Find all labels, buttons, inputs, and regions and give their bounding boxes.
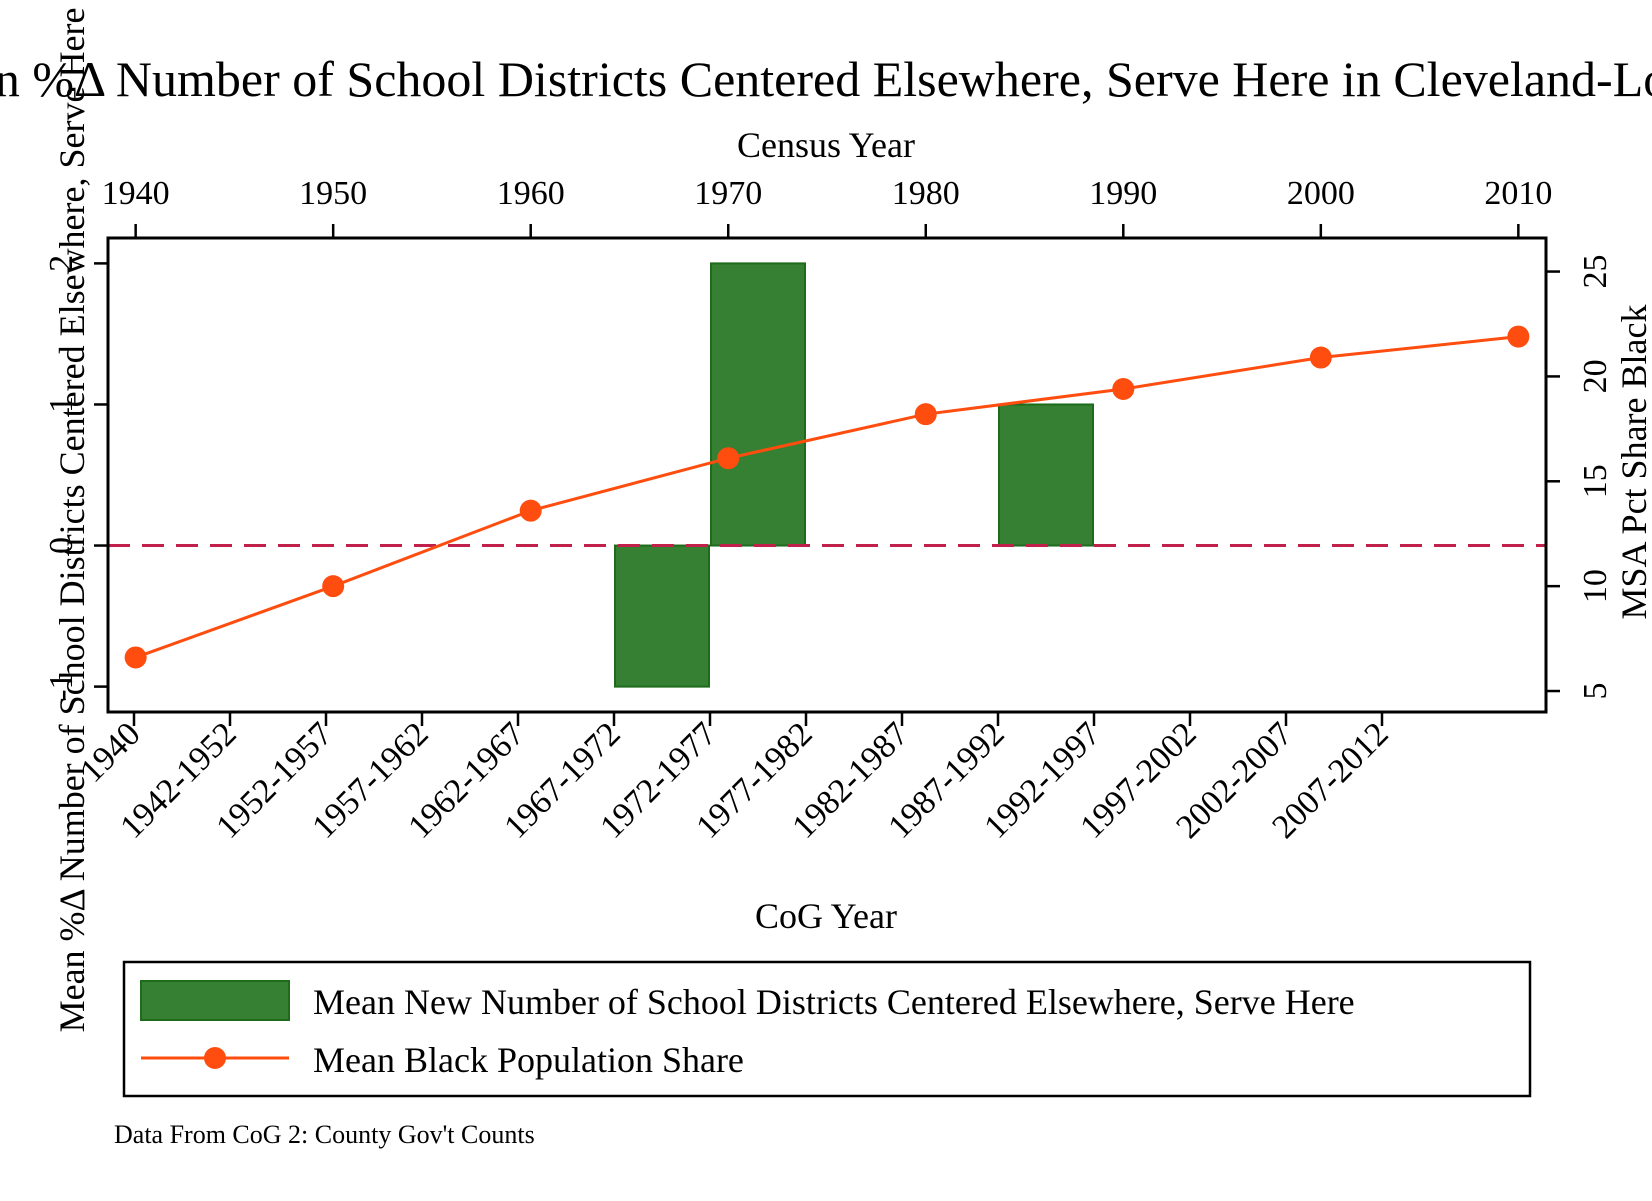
black-share-point-1950 (322, 575, 345, 598)
top-axis-tick-label-1980: 1980 (892, 175, 960, 212)
legend-line-marker (204, 1047, 226, 1069)
black-share-point-1990 (1112, 378, 1135, 401)
top-axis-tick-label-2000: 2000 (1287, 175, 1355, 212)
right-axis-tick-label-10: 10 (1577, 569, 1614, 603)
black-share-point-1970 (717, 447, 740, 470)
black-share-point-2000 (1309, 346, 1332, 369)
left-axis-tick-label-2: 2 (43, 255, 80, 272)
right-axis-tick-label-15: 15 (1577, 464, 1614, 498)
bottom-axis-title: CoG Year (755, 896, 897, 936)
black-share-point-1960 (519, 499, 542, 522)
chart-title: Mean %Δ Number of School Districts Cente… (0, 51, 1652, 107)
left-axis-tick-label-0: 0 (43, 537, 80, 554)
right-axis-tick-label-20: 20 (1577, 359, 1614, 393)
right-axis-tick-label-25: 25 (1577, 255, 1614, 289)
source-note: Data From CoG 2: County Gov't Counts (114, 1120, 535, 1149)
left-axis-tick-label-1: 1 (43, 396, 80, 413)
right-axis-title: MSA Pct Share Black (1614, 305, 1652, 620)
legend-bar-label: Mean New Number of School Districts Cent… (313, 982, 1355, 1022)
bar-1972-1977 (710, 262, 806, 547)
black-share-line (135, 335, 1519, 659)
legend-bar-swatch (140, 980, 290, 1021)
top-axis-tick-label-1960: 1960 (497, 175, 565, 212)
black-share-point-1980 (914, 403, 937, 426)
black-share-point-1940 (124, 646, 147, 669)
left-axis-title: Mean %Δ Number of School Districts Cente… (52, 8, 92, 1033)
top-axis-tick-label-1990: 1990 (1089, 175, 1157, 212)
top-axis-title: Census Year (737, 125, 915, 165)
legend: Mean New Number of School Districts Cent… (122, 960, 1532, 1098)
right-axis-tick-label-5: 5 (1577, 683, 1614, 700)
bar-1967-1972 (614, 544, 710, 688)
top-axis-tick-label-2010: 2010 (1484, 175, 1552, 212)
plot-frame (106, 236, 1548, 714)
top-axis-tick-label-1940: 1940 (102, 175, 170, 212)
plot-area: 1940 1950 1960 1970 1980 1990 2000 2010-1012510… (43, 175, 1614, 846)
legend-box (122, 960, 1532, 1098)
left-axis-tick-label--1: -1 (43, 672, 80, 700)
black-share-point-2010 (1507, 325, 1530, 348)
top-axis-tick-label-1950: 1950 (299, 175, 367, 212)
legend-line-label: Mean Black Population Share (313, 1040, 744, 1080)
top-axis-tick-label-1970: 1970 (694, 175, 762, 212)
bar-1987-1992 (998, 403, 1094, 547)
